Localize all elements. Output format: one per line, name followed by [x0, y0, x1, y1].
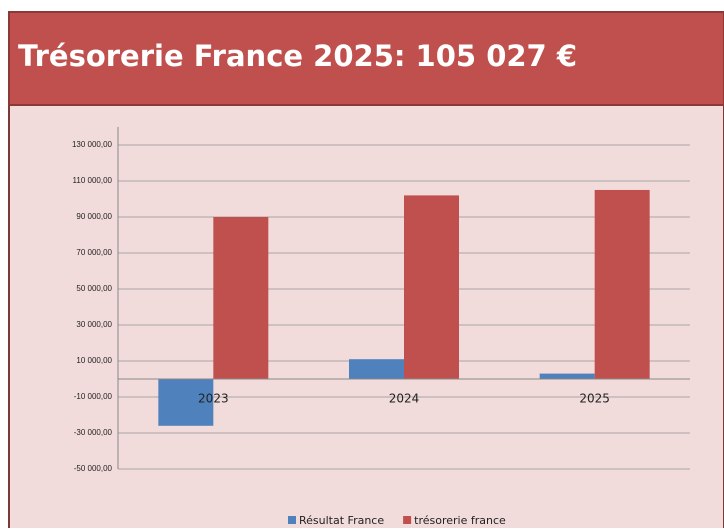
legend-label: Résultat France	[299, 514, 384, 527]
y-tick-label: 110 000,00	[73, 176, 113, 185]
bar	[213, 217, 269, 379]
legend-label: trésorerie france	[414, 514, 506, 527]
y-tick-label: -10 000,00	[74, 392, 113, 401]
legend-swatch	[288, 516, 296, 524]
bar	[404, 195, 459, 379]
bar	[594, 189, 650, 379]
y-tick-label: 90 000,00	[76, 212, 112, 221]
bar	[349, 359, 404, 379]
x-tick-label: 2023	[198, 392, 229, 406]
y-tick-label: 30 000,00	[76, 320, 112, 329]
x-tick-label: 2025	[579, 392, 610, 406]
y-tick-label: 130 000,00	[72, 140, 113, 149]
bar	[539, 373, 595, 379]
header	[8, 11, 724, 106]
legend-swatch	[403, 516, 412, 524]
chart-title: Trésorerie France 2025: 105 027 €	[18, 39, 577, 73]
x-tick-label: 2024	[389, 392, 420, 406]
y-tick-label: 50 000,00	[76, 284, 112, 293]
y-tick-label: 70 000,00	[76, 248, 112, 257]
bar	[158, 379, 214, 426]
y-tick-label: -30 000,00	[74, 428, 113, 437]
y-tick-label: -50 000,00	[74, 464, 113, 473]
y-tick-label: 10 000,00	[76, 356, 112, 365]
